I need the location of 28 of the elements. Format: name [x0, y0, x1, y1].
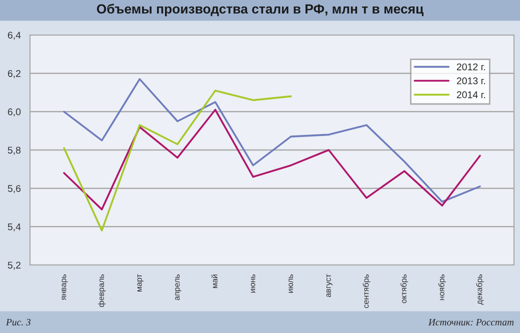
- x-tick-label: январь: [62, 274, 68, 300]
- legend-label: 2012 г.: [456, 63, 485, 70]
- y-tick-label: 5,2: [8, 262, 20, 270]
- x-tick-label: сентябрь: [362, 274, 370, 308]
- x-tick-label: март: [137, 274, 144, 292]
- y-tick-label: 5,8: [8, 146, 21, 155]
- x-tick-label: ноябрь: [438, 274, 446, 300]
- y-tick-label: 6,4: [8, 32, 21, 40]
- x-tick-label: май: [211, 274, 218, 288]
- y-tick-label: 6,2: [8, 70, 20, 78]
- legend-label: 2014 г.: [456, 91, 485, 98]
- line-series: [63, 108, 481, 210]
- x-tick-label: февраль: [98, 274, 106, 307]
- text: Рис. 3: [6, 318, 30, 326]
- x-tick-label: июль: [288, 274, 294, 293]
- x-tick-label: август: [326, 274, 332, 298]
- y-tick-label: 6,0: [8, 108, 21, 116]
- y-tick-label: 5,4: [8, 224, 21, 232]
- text: Источник: Росстат: [428, 318, 514, 326]
- x-tick-label: декабрь: [476, 274, 484, 305]
- x-tick-label: апрель: [175, 274, 182, 300]
- x-tick-label: июнь: [250, 274, 256, 293]
- chart-title: Объемы производства стали в РФ, млн т в месяц: [96, 4, 424, 16]
- legend-label: 2013 г.: [456, 77, 485, 84]
- line-series: [63, 78, 481, 203]
- x-tick-label: октябрь: [400, 274, 408, 304]
- line-series: [63, 90, 292, 232]
- y-tick-label: 5,6: [8, 185, 21, 194]
